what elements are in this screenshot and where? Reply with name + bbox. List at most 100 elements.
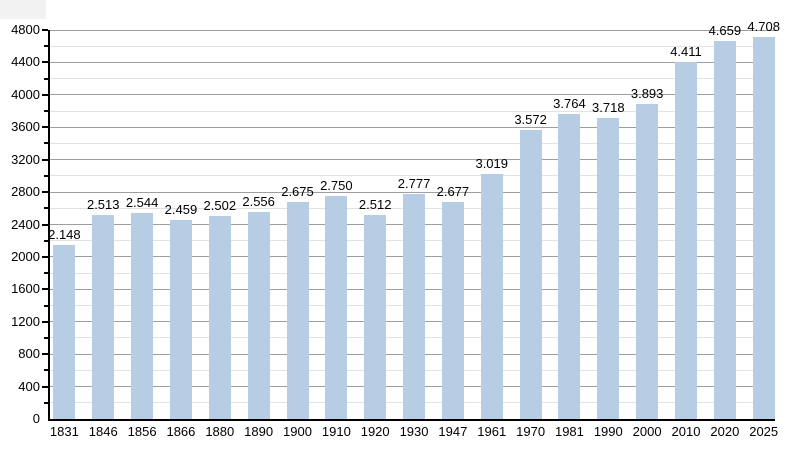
bar-value-label: 2.513	[86, 197, 120, 213]
bar-value-label: 4.708	[747, 19, 780, 35]
y-axis-tick	[44, 401, 48, 404]
bar-value-label: 2.459	[164, 201, 198, 217]
y-axis-tick-label: 3200	[11, 151, 40, 167]
x-axis-tick-label: 1846	[88, 424, 118, 439]
bar-1900	[286, 202, 309, 419]
y-axis-tick	[44, 304, 48, 307]
bar-value-label: 3.893	[630, 85, 664, 101]
y-axis-tick	[42, 61, 48, 64]
y-axis-tick-label: 2000	[11, 248, 40, 264]
bar-value-label: 3.019	[475, 156, 509, 172]
y-axis-tick	[42, 385, 48, 388]
x-axis-tick-label: 2025	[749, 424, 779, 439]
x-axis-tick-label: 1961	[477, 424, 507, 439]
x-axis-tick-label: 1930	[399, 424, 429, 439]
gridline-minor	[50, 110, 775, 112]
bar-value-label: 2.148	[48, 226, 81, 242]
gridline-major	[50, 61, 775, 63]
y-axis-tick-label: 4800	[11, 22, 40, 37]
bar-2020	[713, 41, 736, 419]
bar-value-label: 4.659	[708, 23, 742, 39]
y-axis-tick	[44, 110, 48, 113]
y-axis-tick	[44, 142, 48, 145]
bar-value-label: 2.677	[436, 184, 470, 200]
y-axis-tick-label: 4400	[11, 54, 40, 70]
gridline-major	[50, 191, 775, 193]
bar-1880	[208, 216, 231, 419]
bar-value-label: 2.544	[125, 194, 159, 210]
x-axis-tick-label: 1890	[244, 424, 274, 439]
bar-2025	[752, 37, 775, 419]
y-axis-tick-label: 2800	[11, 184, 40, 200]
bar-value-label: 2.512	[358, 197, 392, 213]
y-axis-tick	[42, 191, 48, 194]
y-axis-tick	[44, 207, 48, 210]
bar-1856	[131, 212, 154, 419]
x-axis-tick-label: 1910	[321, 424, 351, 439]
gridline-major	[50, 159, 775, 161]
bar-1846	[92, 215, 115, 419]
bar-value-label: 3.718	[592, 99, 625, 115]
y-axis-tick	[44, 45, 48, 48]
y-axis-tick	[42, 29, 48, 31]
bar-value-label: 2.502	[203, 198, 237, 214]
bar-1930	[403, 193, 426, 419]
bar-1981	[558, 113, 581, 419]
y-axis-tick-label: 1600	[11, 281, 40, 297]
x-axis-tick-label: 1947	[438, 424, 468, 439]
y-axis-tick	[44, 174, 48, 177]
bar-1890	[247, 211, 270, 419]
x-axis-tick-label: 1981	[554, 424, 584, 439]
y-axis-tick	[42, 255, 48, 258]
bar-value-label: 4.411	[670, 43, 702, 59]
y-axis-tick	[42, 288, 48, 291]
x-axis-tick-label: 1970	[516, 424, 546, 439]
y-axis-tick-label: 4000	[11, 86, 40, 102]
y-axis-tick	[42, 93, 48, 96]
y-axis-tick	[42, 158, 48, 161]
y-axis-tick	[44, 336, 48, 339]
bar-1947	[441, 202, 464, 419]
bar-1970	[519, 129, 542, 419]
bar-value-label: 2.556	[242, 193, 275, 209]
y-axis-tick	[42, 126, 48, 129]
bar-value-label: 2.675	[281, 184, 314, 200]
x-axis-tick-label: 1866	[166, 424, 196, 439]
y-axis-tick	[42, 320, 48, 323]
bar-1831	[53, 244, 76, 419]
gridline-minor	[50, 78, 775, 80]
x-axis-tick-label: 1900	[283, 424, 312, 439]
y-axis-tick-label: 3600	[11, 119, 40, 135]
bar-2000	[636, 103, 659, 419]
y-axis-tick-label: 800	[18, 346, 40, 362]
x-axis-tick-label: 1831	[49, 424, 79, 439]
y-axis-tick-label: 1200	[11, 313, 40, 329]
y-axis-tick-label: 2400	[11, 216, 40, 232]
bar-value-label: 2.750	[320, 178, 353, 194]
page-corner-fragment	[0, 0, 46, 19]
bar-value-label: 3.572	[514, 111, 547, 127]
x-axis-tick-label: 1990	[593, 424, 623, 439]
x-axis-tick-label: 1856	[127, 424, 157, 439]
bar-1990	[597, 117, 620, 419]
bar-value-label: 2.777	[397, 175, 431, 191]
y-axis-tick-label: 400	[18, 378, 40, 394]
y-axis-tick	[44, 272, 48, 275]
gridline-minor	[50, 142, 775, 144]
y-axis-tick	[44, 369, 48, 372]
y-axis-tick	[42, 223, 48, 226]
x-axis-tick-label: 2020	[710, 424, 740, 439]
bar-1920	[364, 215, 387, 419]
y-axis-tick	[44, 239, 48, 242]
bar-value-label: 3.764	[553, 95, 586, 111]
plot-area	[48, 29, 775, 421]
y-axis-tick-label: 0	[32, 411, 40, 426]
y-axis-tick	[44, 77, 48, 80]
bar-1961	[480, 174, 503, 419]
bar-2010	[675, 61, 697, 419]
x-axis-tick-label: 2010	[671, 424, 701, 439]
gridline-minor	[50, 175, 775, 177]
gridline-minor	[50, 45, 775, 47]
gridline-major	[50, 29, 775, 31]
